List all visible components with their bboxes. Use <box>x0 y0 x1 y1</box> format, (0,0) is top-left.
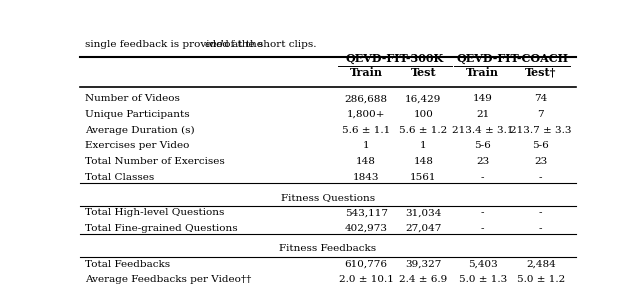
Text: 2.4 ± 6.9: 2.4 ± 6.9 <box>399 275 447 284</box>
Text: 213.7 ± 3.3: 213.7 ± 3.3 <box>510 126 572 135</box>
Text: 402,973: 402,973 <box>345 224 388 233</box>
Text: 23: 23 <box>476 157 490 166</box>
Text: Train: Train <box>467 67 499 78</box>
Text: 286,688: 286,688 <box>345 94 388 103</box>
Text: 5-6: 5-6 <box>474 141 491 151</box>
Text: 31,034: 31,034 <box>405 208 442 217</box>
Text: Total Classes: Total Classes <box>85 173 154 182</box>
Text: -: - <box>539 224 543 233</box>
Text: QEVD-FIT-COACH: QEVD-FIT-COACH <box>456 53 568 64</box>
Text: 23: 23 <box>534 157 547 166</box>
Text: 5,403: 5,403 <box>468 260 498 269</box>
Text: -: - <box>481 208 484 217</box>
Text: 148: 148 <box>413 157 433 166</box>
Text: 1561: 1561 <box>410 173 436 182</box>
Text: 149: 149 <box>473 94 493 103</box>
Text: -: - <box>481 173 484 182</box>
Text: 100: 100 <box>413 110 433 119</box>
Text: 74: 74 <box>534 94 547 103</box>
Text: 5.6 ± 1.1: 5.6 ± 1.1 <box>342 126 390 135</box>
Text: Total Fine-grained Questions: Total Fine-grained Questions <box>85 224 237 233</box>
Text: 610,776: 610,776 <box>345 260 388 269</box>
Text: 5.6 ± 1.2: 5.6 ± 1.2 <box>399 126 447 135</box>
Text: -: - <box>481 224 484 233</box>
Text: 1: 1 <box>363 141 369 151</box>
Text: Unique Participants: Unique Participants <box>85 110 189 119</box>
Text: 148: 148 <box>356 157 376 166</box>
Text: 213.4 ± 3.1: 213.4 ± 3.1 <box>452 126 513 135</box>
Text: of the short clips.: of the short clips. <box>221 39 316 49</box>
Text: 16,429: 16,429 <box>405 94 442 103</box>
Text: 5.0 ± 1.3: 5.0 ± 1.3 <box>459 275 507 284</box>
Text: 1,800+: 1,800+ <box>347 110 385 119</box>
Text: Average Duration (s): Average Duration (s) <box>85 126 195 135</box>
Text: -: - <box>539 173 543 182</box>
Text: Exercises per Video: Exercises per Video <box>85 141 189 151</box>
Text: Fitness Questions: Fitness Questions <box>281 193 375 202</box>
Text: Train: Train <box>349 67 383 78</box>
Text: Total High-level Questions: Total High-level Questions <box>85 208 225 217</box>
Text: 7: 7 <box>538 110 544 119</box>
Text: Number of Videos: Number of Videos <box>85 94 180 103</box>
Text: Test: Test <box>410 67 436 78</box>
Text: single feedback is provided at the: single feedback is provided at the <box>85 39 266 49</box>
Text: Average Feedbacks per Video††: Average Feedbacks per Video†† <box>85 275 252 284</box>
Text: 2.0 ± 10.1: 2.0 ± 10.1 <box>339 275 394 284</box>
Text: 1: 1 <box>420 141 426 151</box>
Text: Total Feedbacks: Total Feedbacks <box>85 260 170 269</box>
Text: 543,117: 543,117 <box>345 208 388 217</box>
Text: 27,047: 27,047 <box>405 224 442 233</box>
Text: 2,484: 2,484 <box>526 260 556 269</box>
Text: Total Number of Exercises: Total Number of Exercises <box>85 157 225 166</box>
Text: 39,327: 39,327 <box>405 260 442 269</box>
Text: 5-6: 5-6 <box>532 141 549 151</box>
Text: -: - <box>539 208 543 217</box>
Text: 1843: 1843 <box>353 173 380 182</box>
Text: 5.0 ± 1.2: 5.0 ± 1.2 <box>516 275 565 284</box>
Text: 21: 21 <box>476 110 490 119</box>
Text: Test†: Test† <box>525 67 556 78</box>
Text: QEVD-FIT-300K: QEVD-FIT-300K <box>346 53 444 64</box>
Text: end: end <box>205 39 225 49</box>
Text: Fitness Feedbacks: Fitness Feedbacks <box>280 244 376 253</box>
